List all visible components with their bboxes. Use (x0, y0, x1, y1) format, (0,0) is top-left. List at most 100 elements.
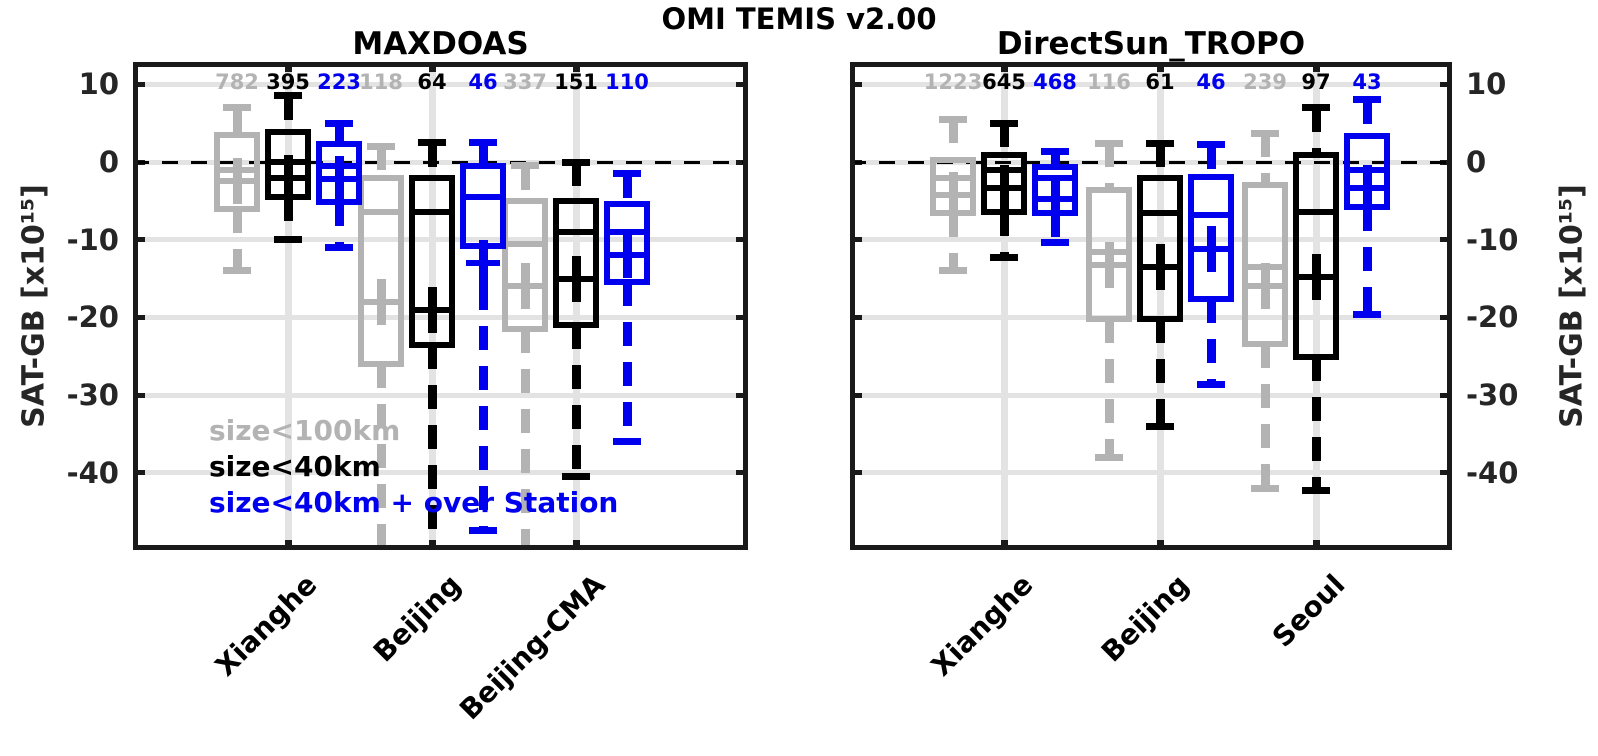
count-label-Beijing-0: 118 (359, 70, 403, 94)
whisker-top-Xianghe-2 (334, 123, 344, 145)
whisker-bottom-cap-Beijing-2 (469, 527, 497, 535)
whisker-bottom-cap-Xianghe-1 (274, 236, 302, 244)
whisker-top-Beijing-1 (1155, 143, 1165, 179)
y-tick-label: 10 (1466, 67, 1507, 102)
box-Beijing-1 (1137, 175, 1183, 322)
mean-marker-v-Seoul-1 (1311, 253, 1321, 300)
mean-marker-v-Seoul-0 (1260, 263, 1270, 310)
h-gridline (133, 81, 748, 87)
plot-area-left: 782 118 337 395 64 151 223 46 110 size<100km size<… (133, 62, 748, 550)
y-tick-mark-left (133, 392, 145, 398)
h-gridline (850, 470, 1452, 476)
mean-marker-v-Seoul-2 (1362, 165, 1372, 212)
box-Xianghe-1 (981, 152, 1027, 215)
mean-marker-v-Beijing-2 (1206, 226, 1216, 272)
whisker-top-cap-Seoul-0 (1251, 129, 1279, 137)
whisker-bottom-Beijing-1 (427, 344, 437, 550)
whisker-top-cap-Xianghe-0 (223, 104, 251, 112)
box-Beijing-2 (1188, 173, 1234, 302)
y-tick-label: -30 (1466, 378, 1519, 413)
v-gridline (1000, 62, 1008, 550)
count-label-Beijing-CMA-0: 337 (503, 70, 547, 94)
plot-area-right: 1223 116 239 645 61 97 468 46 43 (850, 62, 1452, 550)
y-tick-label: 0 (98, 145, 119, 179)
y-tick-label: 10 (78, 67, 119, 102)
zero-line (850, 160, 1452, 164)
y-tick-mark-right (1440, 470, 1452, 476)
panel-title-right: DirectSun_TROPO (996, 26, 1306, 62)
whisker-top-cap-Xianghe-0 (939, 115, 967, 123)
y-tick-mark-right (736, 237, 748, 243)
h-gridline (850, 392, 1452, 398)
mean-marker-v-Beijing-1 (427, 286, 437, 333)
figure-title: OMI TEMIS v2.00 (661, 2, 937, 36)
whisker-bottom-cap-Seoul-2 (1353, 310, 1381, 318)
box-Beijing-2 (460, 162, 506, 249)
whisker-bottom-Xianghe-1 (999, 211, 1009, 258)
box-Beijing-0 (358, 174, 404, 367)
count-label-Beijing-CMA-2: 110 (605, 70, 649, 94)
y-tick-mark-left (133, 81, 145, 87)
whisker-top-Beijing-CMA-2 (622, 173, 632, 204)
count-label-Xianghe-1: 645 (982, 70, 1026, 94)
y-tick-mark-right (736, 81, 748, 87)
whisker-bottom-Seoul-0 (1260, 343, 1270, 489)
mean-marker-v-Beijing-CMA-2 (622, 232, 632, 279)
median-Beijing-1 (1143, 210, 1177, 217)
whisker-bottom-Beijing-0 (376, 363, 386, 550)
whisker-top-cap-Seoul-1 (1302, 104, 1330, 112)
box-Seoul-0 (1242, 182, 1288, 347)
whisker-top-cap-Beijing-0 (367, 142, 395, 150)
median-Beijing-1 (415, 209, 449, 216)
box-Xianghe-2 (316, 141, 362, 206)
whisker-top-cap-Xianghe-2 (1041, 148, 1069, 156)
whisker-top-Beijing-CMA-1 (571, 162, 581, 201)
zero-line (133, 160, 748, 164)
whisker-bottom-Beijing-CMA-2 (622, 281, 632, 442)
count-label-Xianghe-2: 223 (317, 70, 361, 94)
x-tick-mark-bottom (1000, 540, 1008, 550)
y-tick-label: -20 (66, 300, 119, 335)
median-Beijing-2 (1194, 211, 1228, 218)
whisker-top-Xianghe-1 (999, 123, 1009, 155)
mean-marker-v-Xianghe-0 (232, 158, 242, 205)
whisker-top-cap-Beijing-CMA-2 (613, 170, 641, 178)
whisker-top-cap-Beijing-1 (1146, 139, 1174, 147)
count-label-Seoul-1: 97 (1301, 70, 1331, 94)
count-label-Xianghe-0: 1223 (923, 70, 983, 94)
y-tick-mark-left (850, 81, 862, 87)
whisker-bottom-cap-Beijing-1 (1146, 422, 1174, 430)
y-tick-label: -10 (66, 222, 119, 257)
v-gridline (1156, 62, 1164, 550)
whisker-bottom-cap-Seoul-1 (1302, 487, 1330, 495)
whisker-bottom-cap-Xianghe-0 (939, 267, 967, 275)
h-gridline (133, 470, 748, 476)
mean-marker-v-Beijing-0 (376, 278, 386, 325)
whisker-bottom-Beijing-CMA-0 (520, 329, 530, 550)
mean-marker-v-Xianghe-2 (334, 156, 344, 203)
mean-marker-v-Xianghe-0 (948, 172, 958, 219)
count-label-Seoul-2: 43 (1352, 70, 1382, 94)
whisker-bottom-cap-Xianghe-1 (990, 254, 1018, 262)
whisker-top-Seoul-1 (1311, 107, 1321, 155)
count-label-Beijing-CMA-1: 151 (554, 70, 598, 94)
legend-label-0: size<100km (209, 414, 401, 447)
x-tick-mark-top (1312, 62, 1320, 72)
whisker-top-Xianghe-0 (232, 107, 242, 135)
v-gridline (572, 62, 580, 550)
y-tick-mark-left (850, 392, 862, 398)
y-tick-mark-left (850, 314, 862, 320)
x-tick-mark-top (428, 62, 436, 72)
median-Beijing-0 (364, 209, 398, 216)
box-Xianghe-0 (214, 131, 260, 212)
whisker-top-cap-Beijing-2 (1197, 141, 1225, 149)
whisker-top-cap-Beijing-0 (1095, 139, 1123, 147)
whisker-bottom-cap-Beijing-2 (1197, 380, 1225, 388)
mean-marker-v-Beijing-0 (1104, 241, 1114, 288)
x-tick-mark-bottom (284, 540, 292, 550)
whisker-bottom-Beijing-2 (478, 245, 488, 531)
whisker-bottom-Xianghe-1 (283, 196, 293, 240)
whisker-top-cap-Beijing-2 (469, 139, 497, 147)
mean-marker-v-Beijing-1 (1155, 243, 1165, 290)
